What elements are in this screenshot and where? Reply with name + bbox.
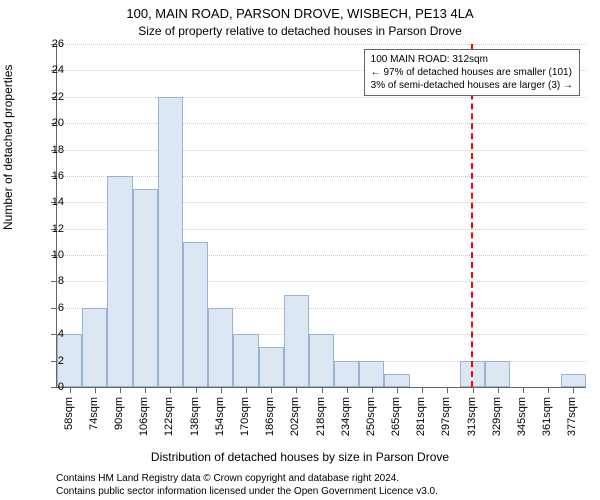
y-tick-label: 24	[52, 64, 64, 76]
x-tick-label: 90sqm	[113, 397, 125, 430]
x-tick-label: 138sqm	[189, 397, 201, 436]
x-tick	[473, 387, 474, 393]
x-tick	[271, 387, 272, 393]
y-tick-label: 0	[58, 381, 64, 393]
annotation-line: ← 97% of detached houses are smaller (10…	[371, 66, 573, 79]
x-tick	[246, 387, 247, 393]
histogram-bar	[309, 334, 334, 387]
attribution-text: Contains HM Land Registry data © Crown c…	[56, 472, 438, 498]
gridline	[57, 97, 586, 98]
gridline	[57, 44, 586, 45]
attribution-line-1: Contains HM Land Registry data © Crown c…	[56, 472, 438, 485]
x-tick	[296, 387, 297, 393]
x-tick	[120, 387, 121, 393]
attribution-line-2: Contains public sector information licen…	[56, 485, 438, 498]
x-tick-label: 297sqm	[440, 397, 452, 436]
x-axis-label: Distribution of detached houses by size …	[0, 450, 600, 464]
x-tick-label: 154sqm	[214, 397, 226, 436]
histogram-bar	[561, 374, 586, 387]
y-tick	[51, 308, 57, 309]
histogram-bar	[359, 361, 384, 387]
histogram-bar	[384, 374, 409, 387]
x-tick-label: 313sqm	[466, 397, 478, 436]
x-tick	[447, 387, 448, 393]
x-tick-label: 234sqm	[340, 397, 352, 436]
x-tick	[347, 387, 348, 393]
histogram-bar	[259, 347, 284, 387]
x-tick-label: 265sqm	[390, 397, 402, 436]
x-tick-label: 377sqm	[566, 397, 578, 436]
chart-subtitle: Size of property relative to detached ho…	[0, 24, 600, 38]
gridline	[57, 150, 586, 151]
x-tick-label: 74sqm	[88, 397, 100, 430]
chart-container: 100, MAIN ROAD, PARSON DROVE, WISBECH, P…	[0, 0, 600, 500]
x-tick-label: 106sqm	[138, 397, 150, 436]
histogram-bar	[208, 308, 233, 387]
histogram-bar	[107, 176, 132, 387]
x-tick-label: 218sqm	[315, 397, 327, 436]
y-tick-label: 26	[52, 38, 64, 50]
x-tick-label: 361sqm	[541, 397, 553, 436]
histogram-bar	[334, 361, 359, 387]
histogram-bar	[485, 361, 510, 387]
x-tick	[145, 387, 146, 393]
x-tick	[221, 387, 222, 393]
x-tick	[573, 387, 574, 393]
histogram-bar	[133, 189, 158, 387]
y-tick-label: 18	[52, 144, 64, 156]
y-tick-label: 4	[58, 328, 64, 340]
x-tick	[322, 387, 323, 393]
gridline	[57, 123, 586, 124]
histogram-bar	[158, 97, 183, 387]
y-tick-label: 2	[58, 355, 64, 367]
y-tick-label: 8	[58, 275, 64, 287]
annotation-line: 100 MAIN ROAD: 312sqm	[371, 53, 573, 66]
x-tick-label: 58sqm	[63, 397, 75, 430]
x-tick	[196, 387, 197, 393]
x-tick-label: 281sqm	[415, 397, 427, 436]
x-tick	[397, 387, 398, 393]
y-tick-label: 20	[52, 117, 64, 129]
y-tick-label: 14	[52, 196, 64, 208]
x-tick	[422, 387, 423, 393]
y-tick-label: 22	[52, 91, 64, 103]
y-axis-label: Number of detached properties	[1, 65, 15, 230]
y-tick-label: 12	[52, 223, 64, 235]
x-tick	[498, 387, 499, 393]
y-tick	[51, 387, 57, 388]
x-tick	[548, 387, 549, 393]
histogram-bar	[82, 308, 107, 387]
x-tick-label: 170sqm	[239, 397, 251, 436]
chart-title: 100, MAIN ROAD, PARSON DROVE, WISBECH, P…	[0, 6, 600, 21]
x-tick	[70, 387, 71, 393]
x-tick-label: 250sqm	[365, 397, 377, 436]
histogram-bar	[183, 242, 208, 387]
histogram-bar	[284, 295, 309, 387]
x-tick	[95, 387, 96, 393]
plot-area: 100 MAIN ROAD: 312sqm← 97% of detached h…	[56, 44, 586, 388]
y-tick	[51, 281, 57, 282]
histogram-bar	[233, 334, 258, 387]
y-tick-label: 16	[52, 170, 64, 182]
gridline	[57, 176, 586, 177]
x-tick-label: 202sqm	[289, 397, 301, 436]
x-tick-label: 329sqm	[491, 397, 503, 436]
x-tick-label: 122sqm	[163, 397, 175, 436]
x-tick-label: 345sqm	[516, 397, 528, 436]
x-tick	[523, 387, 524, 393]
y-tick-label: 10	[52, 249, 64, 261]
annotation-line: 3% of semi-detached houses are larger (3…	[371, 79, 573, 92]
x-tick	[170, 387, 171, 393]
annotation-box: 100 MAIN ROAD: 312sqm← 97% of detached h…	[364, 49, 580, 96]
x-tick	[372, 387, 373, 393]
y-tick-label: 6	[58, 302, 64, 314]
x-tick-label: 186sqm	[264, 397, 276, 436]
